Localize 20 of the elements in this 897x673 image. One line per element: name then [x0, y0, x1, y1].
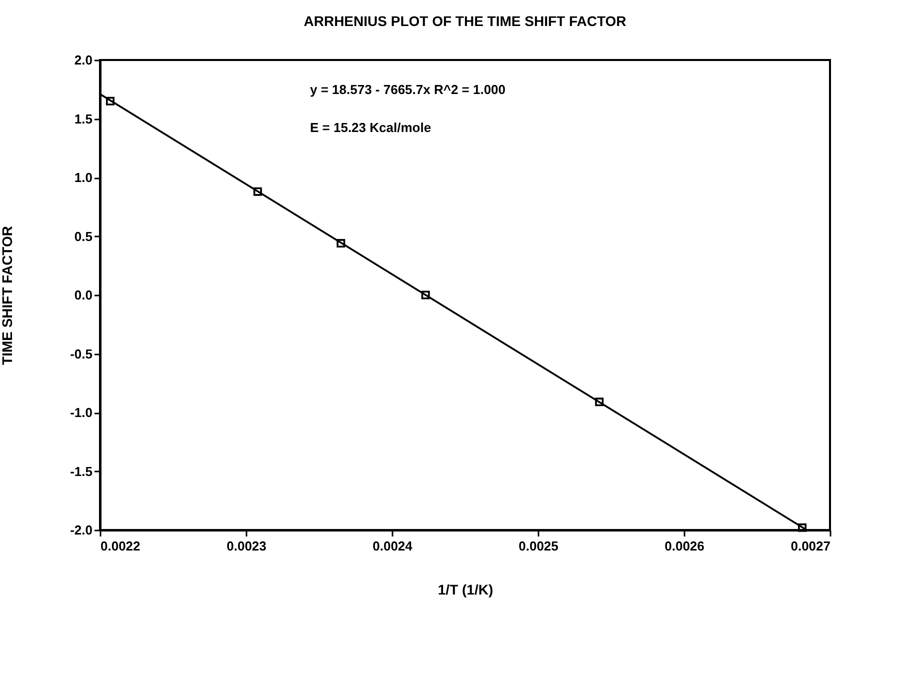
y-tick-label: 0.5: [74, 228, 92, 244]
y-tick-label: -1.5: [70, 464, 92, 479]
x-tick-label: 0.0027: [790, 538, 830, 554]
y-axis-title: TIME SHIFT FACTOR: [0, 226, 16, 365]
y-tick-label: 1.0: [74, 170, 92, 185]
x-tick-label: 0.0026: [664, 538, 704, 554]
y-tick-label: -0.5: [70, 346, 92, 362]
annotation: y = 18.573 - 7665.7x R^2 = 1.000: [310, 82, 506, 97]
x-tick-label: 0.0024: [372, 538, 414, 554]
x-tick-label: 0.0022: [100, 538, 140, 554]
y-tick-label: -1.0: [70, 405, 92, 420]
x-tick-label: 0.0025: [518, 538, 558, 554]
y-tick-label: 2.0: [74, 52, 92, 68]
y-tick-label: 0.0: [74, 288, 92, 302]
y-tick-label: -2.0: [70, 522, 92, 538]
x-axis-title: 1/T (1/K): [438, 582, 494, 598]
annotation: E = 15.23 Kcal/mole: [310, 120, 432, 135]
chart-title: ARRHENIUS PLOT OF THE TIME SHIFT FACTOR: [304, 13, 626, 29]
x-tick-label: 0.0023: [226, 538, 266, 554]
y-tick-label: 1.5: [74, 111, 92, 126]
